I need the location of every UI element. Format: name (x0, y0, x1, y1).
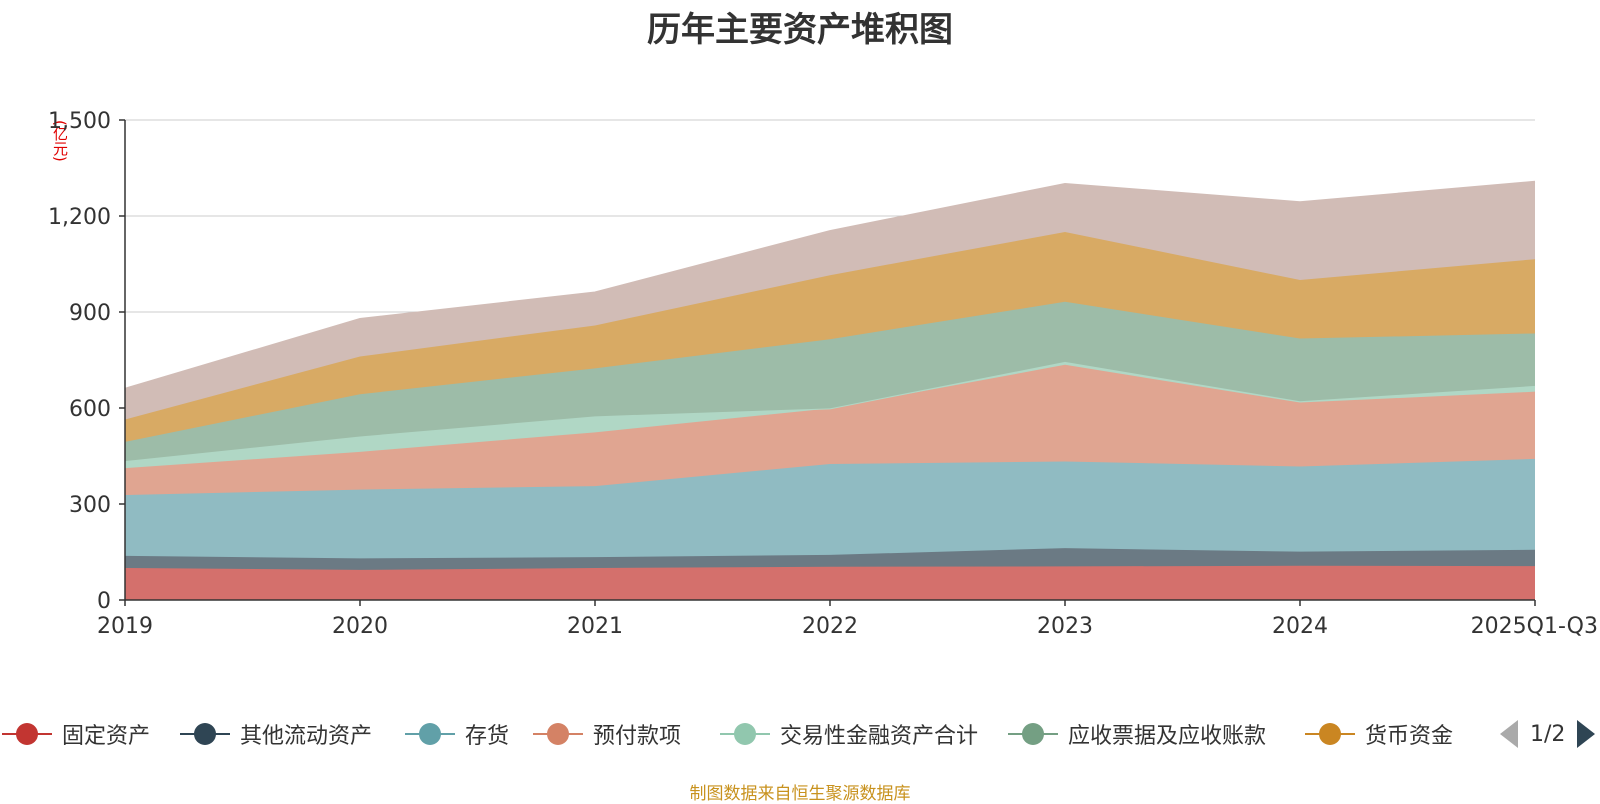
legend-item[interactable]: 固定资产 (2, 718, 150, 750)
legend-item-label: 其他流动资产 (240, 724, 373, 749)
legend-item-label: 固定资产 (62, 724, 151, 749)
y-tick-label: 300 (69, 493, 111, 518)
x-tick-label: 2022 (802, 614, 858, 639)
area-top-line-7 (124, 180, 1536, 390)
x-tick-label: 2023 (1037, 614, 1093, 639)
y-tick-label: 600 (69, 397, 111, 422)
legend-item-label: 存货 (465, 724, 510, 749)
chart-title: 历年主要资产堆积图 (647, 10, 953, 50)
legend-marker-icon (720, 718, 770, 750)
legend-item[interactable]: 货币资金 (1305, 718, 1453, 750)
y-tick-label: 900 (69, 301, 111, 326)
area-series-2 (125, 458, 1535, 559)
x-tick-label: 2024 (1272, 614, 1328, 639)
x-tick-label: 2020 (332, 614, 388, 639)
legend-item-label: 预付款项 (593, 724, 682, 749)
legend-pager: 1/2 (1500, 718, 1596, 750)
legend-prev-page-icon[interactable] (1500, 720, 1518, 748)
area-series-1 (125, 548, 1535, 570)
chart-legend: 固定资产 其他流动资产 存货 预付款项 交易性金融资产合计 应收票据及应收账款 货币资金 (0, 718, 1600, 758)
area-series-4 (125, 361, 1535, 469)
legend-next-page-icon[interactable] (1577, 720, 1596, 748)
legend-page-indicator: 1/2 (1530, 721, 1566, 747)
area-series-6 (125, 232, 1535, 442)
y-tick-label: 0 (97, 589, 111, 614)
y-tick-label: 1,500 (48, 109, 111, 134)
legend-marker-icon (180, 718, 230, 750)
data-source-note: 制图数据来自恒生聚源数据库 (689, 784, 911, 804)
legend-item-label: 应收票据及应收账款 (1068, 724, 1267, 749)
legend-marker-icon (1305, 718, 1355, 750)
area-series-0 (125, 565, 1535, 600)
y-axis-unit-label: (亿元) (51, 120, 69, 162)
area-series-7 (125, 181, 1535, 420)
legend-marker-icon (1008, 718, 1058, 750)
legend-item[interactable]: 交易性金融资产合计 (720, 718, 978, 750)
x-tick-label: 2019 (97, 614, 153, 639)
legend-item[interactable]: 应收票据及应收账款 (1008, 718, 1266, 750)
legend-marker-icon (2, 718, 52, 750)
area-series-3 (125, 364, 1535, 496)
legend-item[interactable]: 其他流动资产 (180, 718, 372, 750)
y-tick-label: 1,200 (48, 205, 111, 230)
x-tick-label: 2025Q1-Q3 (1471, 614, 1598, 639)
area-series-5 (125, 301, 1535, 462)
x-tick-label: 2021 (567, 614, 623, 639)
legend-marker-icon (405, 718, 455, 750)
legend-item[interactable]: 存货 (405, 718, 509, 750)
legend-item-label: 交易性金融资产合计 (780, 724, 979, 749)
legend-item[interactable]: 预付款项 (533, 718, 681, 750)
legend-marker-icon (533, 718, 583, 750)
legend-item-label: 货币资金 (1365, 724, 1454, 749)
